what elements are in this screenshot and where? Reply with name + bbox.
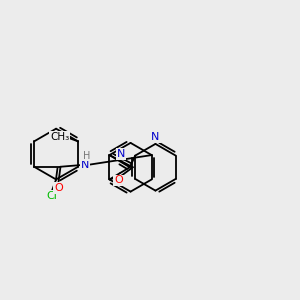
- Text: O: O: [54, 183, 63, 193]
- Text: CH₃: CH₃: [50, 132, 69, 142]
- Text: N: N: [81, 160, 89, 170]
- Text: H: H: [83, 151, 91, 160]
- Text: N: N: [116, 149, 125, 159]
- Text: N: N: [151, 132, 160, 142]
- Text: O: O: [114, 176, 123, 185]
- Text: Cl: Cl: [46, 191, 58, 201]
